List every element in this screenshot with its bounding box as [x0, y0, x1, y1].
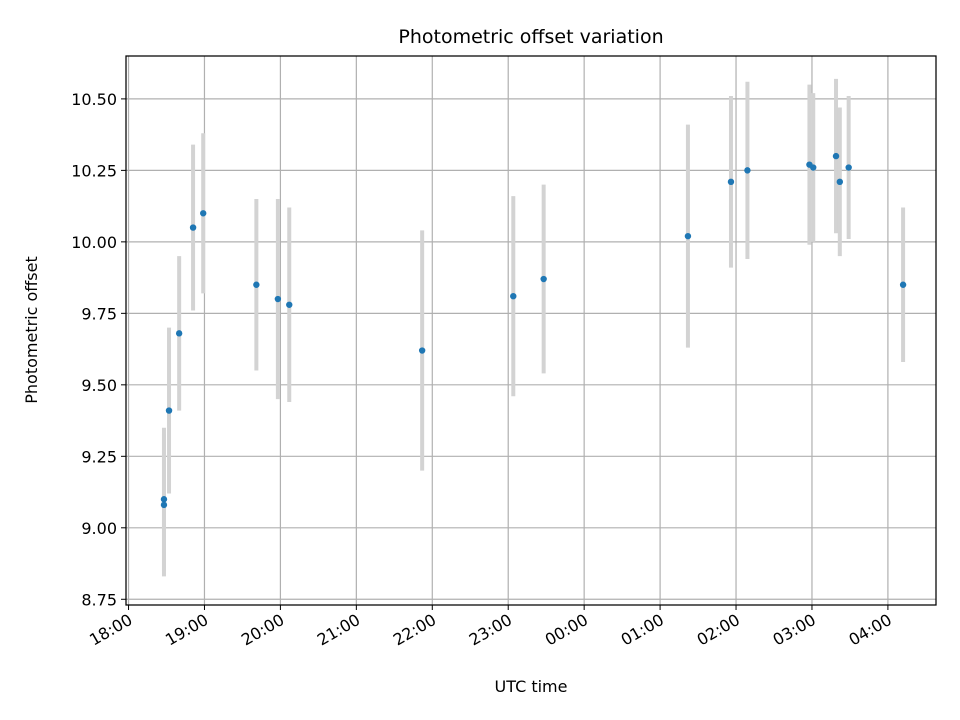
data-point	[810, 164, 817, 171]
data-point	[253, 281, 260, 288]
data-point	[832, 152, 840, 160]
data-point	[175, 330, 183, 337]
chart-title: Photometric offset variation	[398, 26, 663, 48]
data-point	[200, 210, 207, 217]
y-tick-label: 9.75	[81, 304, 117, 323]
y-tick-label: 9.50	[81, 376, 117, 395]
y-tick-label: 9.25	[81, 447, 117, 466]
y-tick-label: 8.75	[81, 590, 117, 609]
data-point	[684, 232, 692, 240]
data-point	[510, 292, 517, 300]
x-axis-label: UTC time	[495, 677, 568, 696]
data-point	[160, 496, 168, 503]
y-axis-ticks: 8.75 9.00 9.25 9.50 9.75 10.00 10.25 10.50	[71, 90, 126, 609]
data-point	[744, 167, 751, 174]
data-point	[836, 178, 844, 186]
y-tick-label: 10.50	[71, 90, 117, 109]
data-point	[418, 347, 426, 354]
data-points	[160, 152, 907, 509]
plot-frame	[125, 55, 937, 606]
data-point	[165, 407, 173, 414]
data-point	[274, 295, 282, 303]
data-point	[899, 281, 907, 288]
data-point	[189, 224, 197, 231]
y-tick-label: 9.00	[81, 519, 117, 538]
y-axis-label: Photometric offset	[22, 256, 41, 404]
grid	[126, 56, 936, 605]
data-point	[540, 275, 547, 283]
data-point	[727, 178, 735, 186]
data-point	[845, 164, 852, 171]
data-point	[160, 501, 168, 509]
y-tick-label: 10.25	[71, 161, 117, 180]
y-tick-label: 10.00	[71, 233, 117, 252]
data-point	[286, 301, 293, 308]
